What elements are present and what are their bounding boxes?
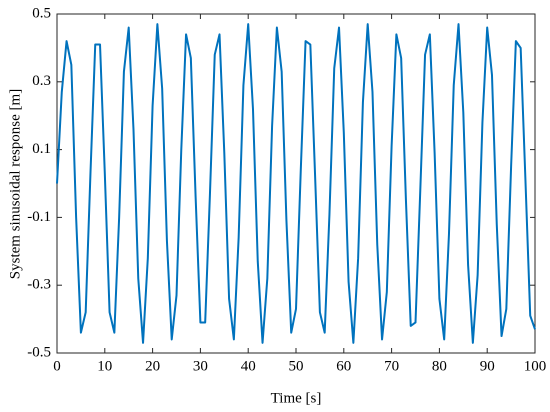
data-line: [56, 23, 536, 344]
y-tick-label: -0.3: [27, 277, 51, 293]
y-tick-label: -0.5: [27, 344, 51, 360]
x-tick-label: 30: [193, 358, 208, 374]
x-tick-label: 80: [432, 358, 447, 374]
x-axis-label: Time [s]: [271, 390, 322, 406]
y-axis-label: System sinusoidal response [m]: [7, 89, 23, 279]
x-tick-label: 0: [53, 358, 61, 374]
x-tick-label: 50: [289, 358, 304, 374]
x-tick-label: 40: [241, 358, 256, 374]
x-tick-label: 90: [480, 358, 495, 374]
x-tick-label: 10: [97, 358, 112, 374]
y-tick-label: 0.1: [32, 141, 51, 157]
x-tick-label: 20: [145, 358, 160, 374]
y-tick-label: 0.5: [32, 5, 51, 21]
y-tick-label: -0.1: [27, 209, 51, 225]
y-tick-label: 0.3: [32, 73, 51, 89]
x-tick-label: 60: [336, 358, 351, 374]
x-tick-label: 100: [524, 358, 547, 374]
x-tick-label: 70: [384, 358, 399, 374]
